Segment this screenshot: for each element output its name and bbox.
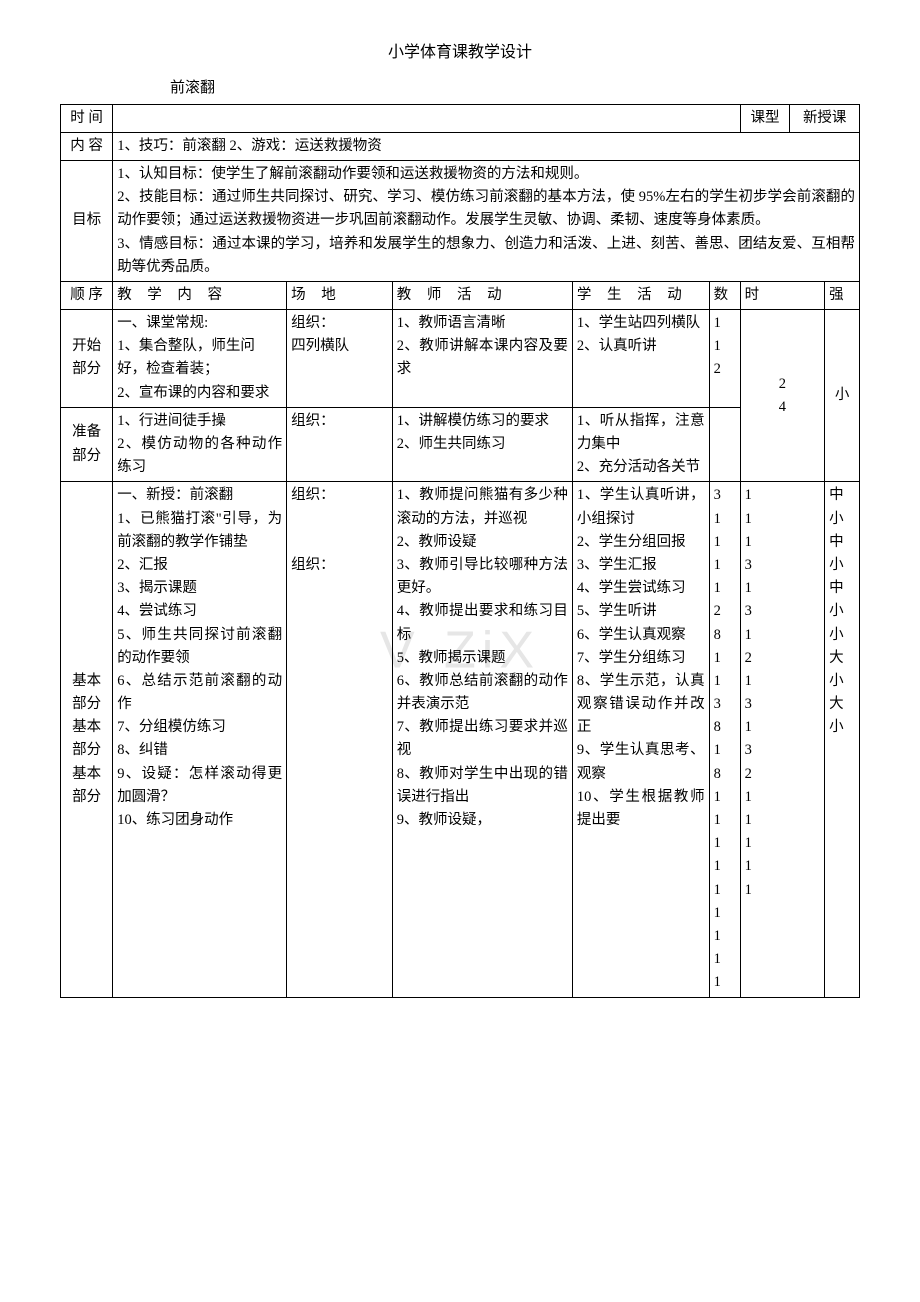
prep-num (709, 407, 740, 482)
main-teacher: 1、教师提问熊猫有多少种滚动的方法，并巡视2、教师设疑3、教师引导比较哪种方法更… (392, 482, 572, 997)
start-content: 一、课堂常规:1、集合整队，师生问好，检查着装；2、宣布课的内容和要求 (113, 310, 287, 408)
start-teacher: 1、教师语言清晰2、教师讲解本课内容及要求 (392, 310, 572, 408)
section-main: 基本部分基本部分基本部分 一、新授：前滚翻1、已熊猫打滚"引导，为前滚翻的教学作… (61, 482, 860, 997)
main-content: 一、新授：前滚翻1、已熊猫打滚"引导，为前滚翻的教学作铺垫2、汇报3、揭示课题4… (113, 482, 287, 997)
subtitle: 前滚翻 (170, 76, 860, 100)
main-place: 组织：组织： (287, 482, 393, 997)
label-goals: 目标 (61, 160, 113, 281)
h7: 时 (740, 281, 824, 309)
row-goals: 目标 1、认知目标：使学生了解前滚翻动作要领和运送救援物资的方法和规则。2、技能… (61, 160, 860, 281)
h8: 强 (825, 281, 860, 309)
row-content: 内 容 1、技巧：前滚翻 2、游戏：运送救援物资 (61, 132, 860, 160)
value-goals: 1、认知目标：使学生了解前滚翻动作要领和运送救援物资的方法和规则。2、技能目标：… (113, 160, 860, 281)
main-student: 1、学生认真听讲，小组探讨2、学生分组回报3、学生汇报4、学生尝试练习5、学生听… (572, 482, 709, 997)
row-time: 时 间 课型 新授课 (61, 104, 860, 132)
header-row: 顺 序 教 学 内 容 场 地 教 师 活 动 学 生 活 动 数 时 强 (61, 281, 860, 309)
start-intensity: 小 (825, 310, 860, 482)
prep-teacher: 1、讲解模仿练习的要求2、师生共同练习 (392, 407, 572, 482)
section-prep: 准备部分 1、行进间徒手操2、模仿动物的各种动作练习 组织： 1、讲解模仿练习的… (61, 407, 860, 482)
prep-content: 1、行进间徒手操2、模仿动物的各种动作练习 (113, 407, 287, 482)
start-student: 1、学生站四列横队2、认真听讲 (572, 310, 709, 408)
prep-label: 准备部分 (61, 407, 113, 482)
main-label: 基本部分基本部分基本部分 (61, 482, 113, 997)
value-time (113, 104, 740, 132)
label-ktype: 课型 (740, 104, 790, 132)
main-intensity: 中小中小中小小大小大小 (825, 482, 860, 997)
value-ktype: 新授课 (790, 104, 860, 132)
h6: 数 (709, 281, 740, 309)
h4: 教 师 活 动 (392, 281, 572, 309)
section-start: 开始部分 一、课堂常规:1、集合整队，师生问好，检查着装；2、宣布课的内容和要求… (61, 310, 860, 408)
prep-place: 组织： (287, 407, 393, 482)
value-content: 1、技巧：前滚翻 2、游戏：运送救援物资 (113, 132, 860, 160)
h2: 教 学 内 容 (113, 281, 287, 309)
label-time: 时 间 (61, 104, 113, 132)
start-time: 24 (740, 310, 824, 482)
start-place: 组织：四列横队 (287, 310, 393, 408)
label-content: 内 容 (61, 132, 113, 160)
prep-student: 1、听从指挥，注意力集中2、充分活动各关节 (572, 407, 709, 482)
main-num: 3111128113818111111111 (709, 482, 740, 997)
start-num: 112 (709, 310, 740, 408)
lesson-plan-table: 时 间 课型 新授课 内 容 1、技巧：前滚翻 2、游戏：运送救援物资 目标 1… (60, 104, 860, 998)
start-label: 开始部分 (61, 310, 113, 408)
page-title: 小学体育课教学设计 (60, 40, 860, 66)
h5: 学 生 活 动 (572, 281, 709, 309)
main-time: 111313121313211111 (740, 482, 824, 997)
h3: 场 地 (287, 281, 393, 309)
h1: 顺 序 (61, 281, 113, 309)
